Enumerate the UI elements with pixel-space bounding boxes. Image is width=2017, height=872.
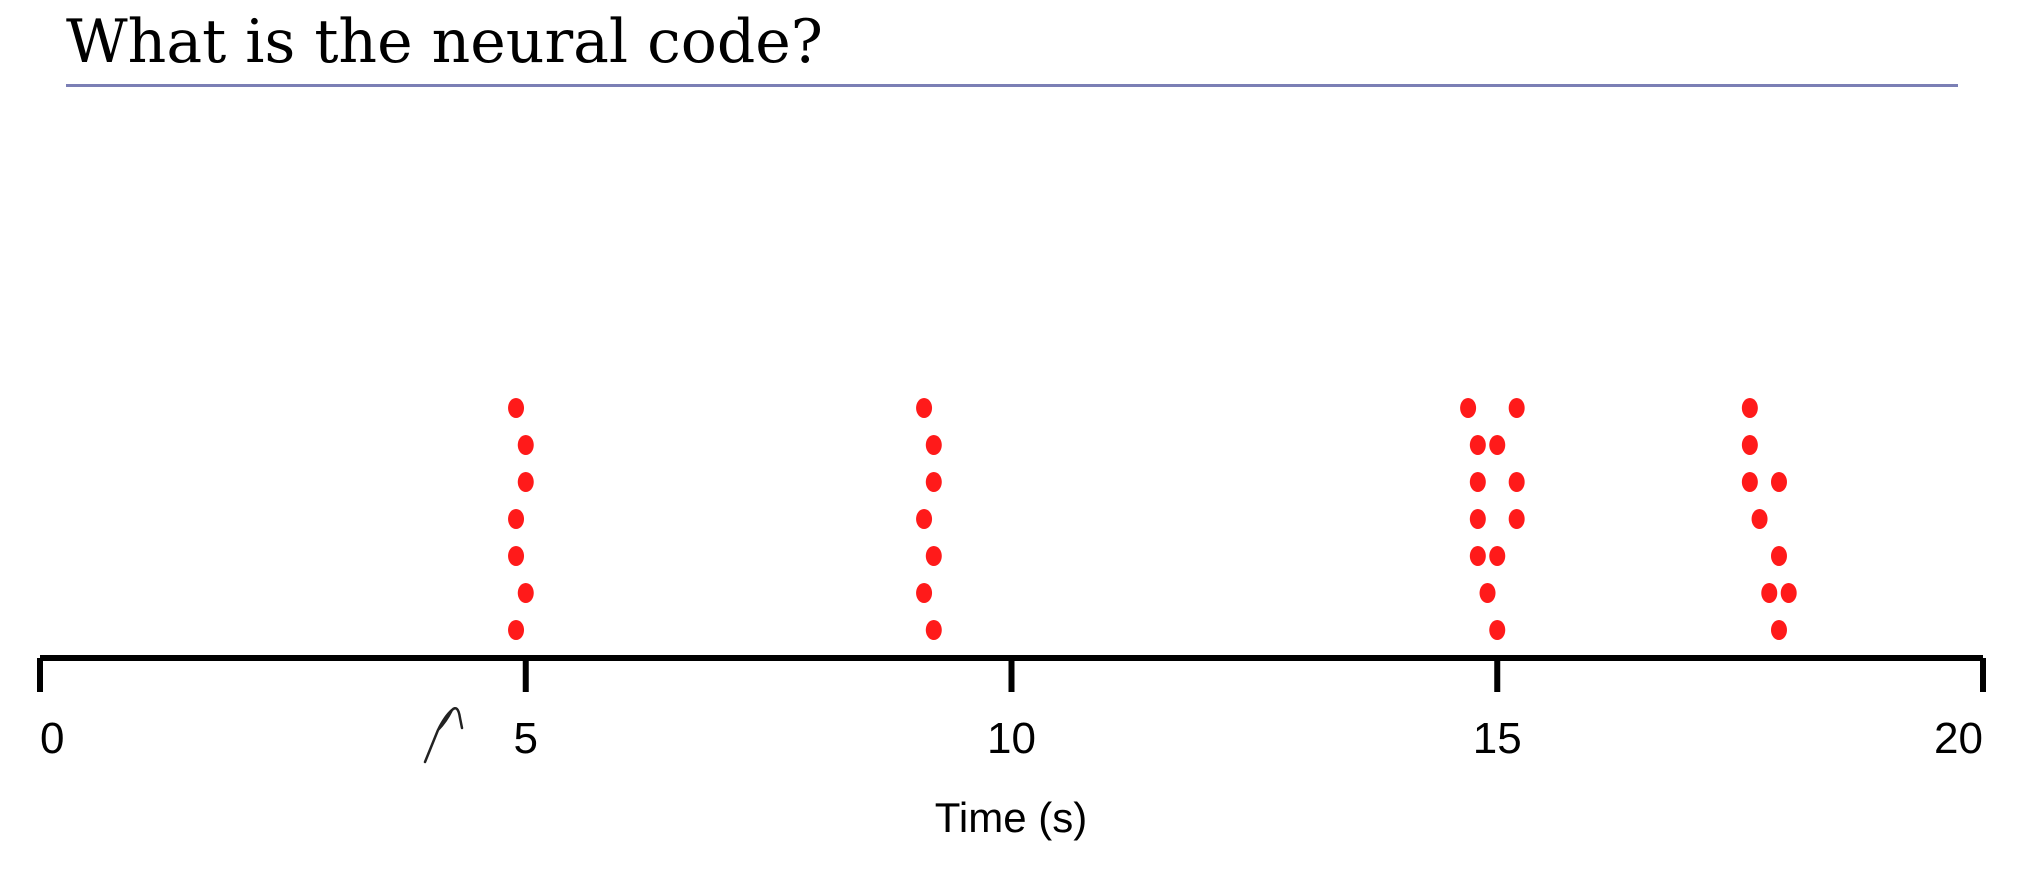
spike-marker [517, 435, 534, 455]
spike-marker [517, 472, 534, 492]
x-tick-label-10: 10 [987, 714, 1036, 763]
x-axis-label: Time (s) [935, 794, 1087, 841]
spike-marker [1469, 509, 1486, 529]
spike-marker [517, 583, 534, 603]
x-tick-label-20: 20 [1934, 714, 1983, 763]
spike-marker [916, 398, 933, 418]
spike-marker [1469, 435, 1486, 455]
x-tick-label-15: 15 [1473, 714, 1522, 763]
x-axis-ticks [37, 658, 1986, 692]
spike-marker [1469, 472, 1486, 492]
spike-marker [1741, 398, 1758, 418]
spike-marker [508, 546, 525, 566]
spike-marker [925, 546, 942, 566]
x-tick-label-0: 0 [40, 714, 64, 763]
spike-marker [1479, 583, 1496, 603]
spike-marker [1469, 546, 1486, 566]
spike-marker [1489, 620, 1506, 640]
spike-marker [916, 583, 933, 603]
spike-markers [508, 398, 1797, 640]
x-axis-tick-labels: 0 5 10 15 20 [40, 714, 1983, 763]
spike-marker [925, 472, 942, 492]
spike-marker [916, 509, 933, 529]
spike-marker [1741, 435, 1758, 455]
spike-marker [508, 509, 525, 529]
spike-marker [1770, 472, 1787, 492]
spike-marker [1489, 435, 1506, 455]
spike-marker [508, 398, 525, 418]
spike-marker [1741, 472, 1758, 492]
spike-marker [925, 435, 942, 455]
spike-marker [1508, 398, 1525, 418]
spike-marker [1761, 583, 1778, 603]
spike-marker [1489, 546, 1506, 566]
spike-marker [1460, 398, 1477, 418]
handwritten-arrow-annotation [423, 707, 464, 764]
x-tick-label-5: 5 [514, 714, 538, 763]
title-underline [66, 84, 1958, 87]
spike-marker [1770, 546, 1787, 566]
spike-marker [1770, 620, 1787, 640]
spike-marker [1780, 583, 1797, 603]
spike-marker [1508, 509, 1525, 529]
slide-title: What is the neural code? [66, 7, 823, 77]
spike-marker [925, 620, 942, 640]
spike-marker [1508, 472, 1525, 492]
spike-marker [508, 620, 525, 640]
spike-marker [1751, 509, 1768, 529]
